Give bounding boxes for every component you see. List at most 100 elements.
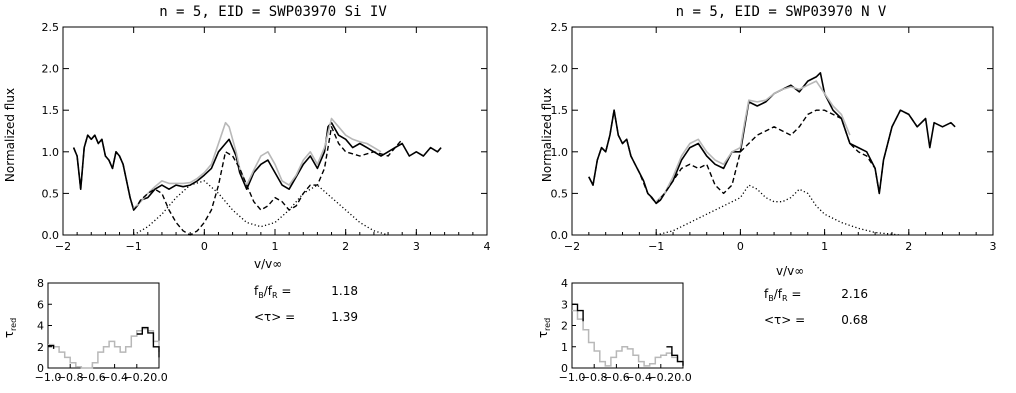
- inset-x-tick-label: −0.4: [625, 371, 652, 384]
- svg-text:fB/fR =: fB/fR =: [764, 287, 801, 303]
- x-tick-label: 0: [737, 240, 744, 253]
- x-tick-label: 2: [342, 240, 349, 253]
- tau-value: 0.68: [841, 313, 868, 327]
- y-tick-label: 2.0: [551, 63, 569, 76]
- x-axis-label: v/v∞: [776, 264, 804, 278]
- inset-black-histogram-left: [572, 303, 584, 322]
- ratio-annotation: fB/fR = 2.16: [764, 287, 868, 303]
- plot-frame: [571, 26, 994, 236]
- series-solid-black: [72, 121, 442, 211]
- x-axis-label: v/v∞: [254, 257, 282, 271]
- inset-black-histogram-right: [136, 326, 160, 358]
- inset-gray-histogram: [572, 309, 684, 367]
- ratio-value: 1.18: [331, 284, 358, 298]
- inset-plot: −1.0−0.8−0.6−0.4−0.2 0.0 0 2 4 6 8: [35, 277, 168, 384]
- inset-y-tick-label: 4: [561, 277, 568, 290]
- x-axis-label-text: v/v∞: [776, 264, 804, 278]
- y-tick-label: 2.0: [42, 63, 60, 76]
- inset-y-tick-label: 6: [37, 298, 44, 311]
- series-dotted: [133, 180, 389, 236]
- chart-title: n = 5, EID = SWP03970 N V: [676, 4, 887, 20]
- inset-y-tick-label: 2: [37, 341, 44, 354]
- inset-y-tick-label: 4: [37, 320, 44, 333]
- x-tick-label: 1: [272, 240, 279, 253]
- series-dashed: [588, 109, 918, 205]
- y-tick-label: 0.5: [42, 187, 60, 200]
- y-axis-label: Normalized flux: [3, 88, 17, 182]
- inset-x-tick-label: −0.4: [101, 371, 128, 384]
- series-gray: [133, 117, 382, 209]
- inset-x-tick-label: 0.0: [674, 371, 692, 384]
- ratio-value: 2.16: [841, 287, 868, 301]
- x-axis-label-text: v/v∞: [254, 257, 282, 271]
- inset-x-tick-label: −0.6: [79, 371, 106, 384]
- y-axis-label: Normalized flux: [540, 88, 554, 182]
- series-gray: [655, 80, 851, 203]
- series-dotted: [656, 184, 901, 236]
- inset-y-tick-label: 0: [37, 362, 44, 375]
- main-plot: −2 −1 0 1 2 3 4 0.0 0.5 1.0 1.5 2.0 2.5: [42, 21, 491, 253]
- panel-n-v: n = 5, EID = SWP03970 N V −2 −1 0 1 2 3 0.0 0.5…: [536, 4, 997, 384]
- ratio-sub-r: R: [782, 294, 788, 303]
- ratio-sep: /f: [264, 284, 273, 298]
- x-tick-label: 1: [821, 240, 828, 253]
- inset-x-tick-label: 0.0: [150, 371, 168, 384]
- inset-x-tick-label: −0.8: [581, 371, 608, 384]
- inset-y-tick-label: 1: [561, 341, 568, 354]
- inset-plot: −1.0−0.8−0.6−0.4−0.2 0.0 0 1 2 3 4: [559, 277, 692, 384]
- x-tick-label: −1: [126, 240, 142, 253]
- inset-y-label-sub: red: [9, 318, 18, 331]
- main-plot: −2 −1 0 1 2 3 0.0 0.5 1.0 1.5 2.0 2.5: [551, 21, 997, 253]
- plot-frame: [62, 26, 488, 236]
- x-tick-label: −2: [55, 240, 71, 253]
- inset-black-histogram-right: [666, 346, 684, 366]
- inset-y-label: τred: [2, 318, 18, 338]
- svg-text:fB/fR =: fB/fR =: [254, 284, 291, 300]
- inset-y-label-main: τ: [536, 331, 550, 338]
- tau-value: 1.39: [331, 310, 358, 324]
- ratio-sub-r: R: [272, 291, 278, 300]
- tau-label: <τ> =: [254, 310, 295, 324]
- inset-y-label: τred: [536, 318, 552, 338]
- x-tick-label: −2: [564, 240, 580, 253]
- x-tick-label: −1: [648, 240, 664, 253]
- ratio-sep: /f: [774, 287, 783, 301]
- y-tick-label: 1.0: [42, 146, 60, 159]
- inset-x-tick-label: −1.0: [35, 371, 62, 384]
- inset-y-tick-label: 0: [561, 362, 568, 375]
- inset-x-tick-label: −0.6: [603, 371, 630, 384]
- inset-x-tick-label: −1.0: [559, 371, 586, 384]
- x-tick-label: 3: [413, 240, 420, 253]
- y-tick-label: 1.5: [42, 104, 60, 117]
- y-tick-label: 0.0: [551, 229, 569, 242]
- y-tick-label: 2.5: [551, 21, 569, 34]
- x-tick-label: 3: [990, 240, 997, 253]
- series-dashed: [72, 126, 403, 236]
- x-tick-label: 0: [201, 240, 208, 253]
- ratio-sub-b: B: [258, 291, 264, 300]
- chart-title: n = 5, EID = SWP03970 Si IV: [159, 4, 387, 20]
- ratio-annotation: fB/fR = 1.18: [254, 284, 358, 300]
- ratio-f: f: [764, 287, 769, 301]
- inset-y-label-sub: red: [543, 318, 552, 331]
- inset-x-tick-label: −0.2: [123, 371, 150, 384]
- inset-y-tick-label: 2: [561, 320, 568, 333]
- y-tick-label: 1.5: [551, 104, 569, 117]
- y-tick-label: 2.5: [42, 21, 60, 34]
- ratio-sub-b: B: [768, 294, 774, 303]
- x-tick-label: 2: [905, 240, 912, 253]
- inset-y-tick-label: 3: [561, 298, 568, 311]
- inset-y-tick-label: 8: [37, 277, 44, 290]
- inset-x-tick-label: −0.8: [57, 371, 84, 384]
- tau-label: <τ> =: [764, 313, 805, 327]
- ratio-eq: =: [278, 284, 292, 298]
- panel-si-iv: n = 5, EID = SWP03970 Si IV −2 −1 0 1 2 3 4 0.0…: [2, 4, 491, 384]
- ratio-eq: =: [788, 287, 802, 301]
- ratio-f: f: [254, 284, 259, 298]
- x-tick-label: 4: [484, 240, 491, 253]
- inset-black-histogram-left: [48, 345, 55, 349]
- tau-annotation: <τ> = 0.68: [764, 313, 868, 327]
- inset-x-tick-label: −0.2: [647, 371, 674, 384]
- y-tick-label: 1.0: [551, 146, 569, 159]
